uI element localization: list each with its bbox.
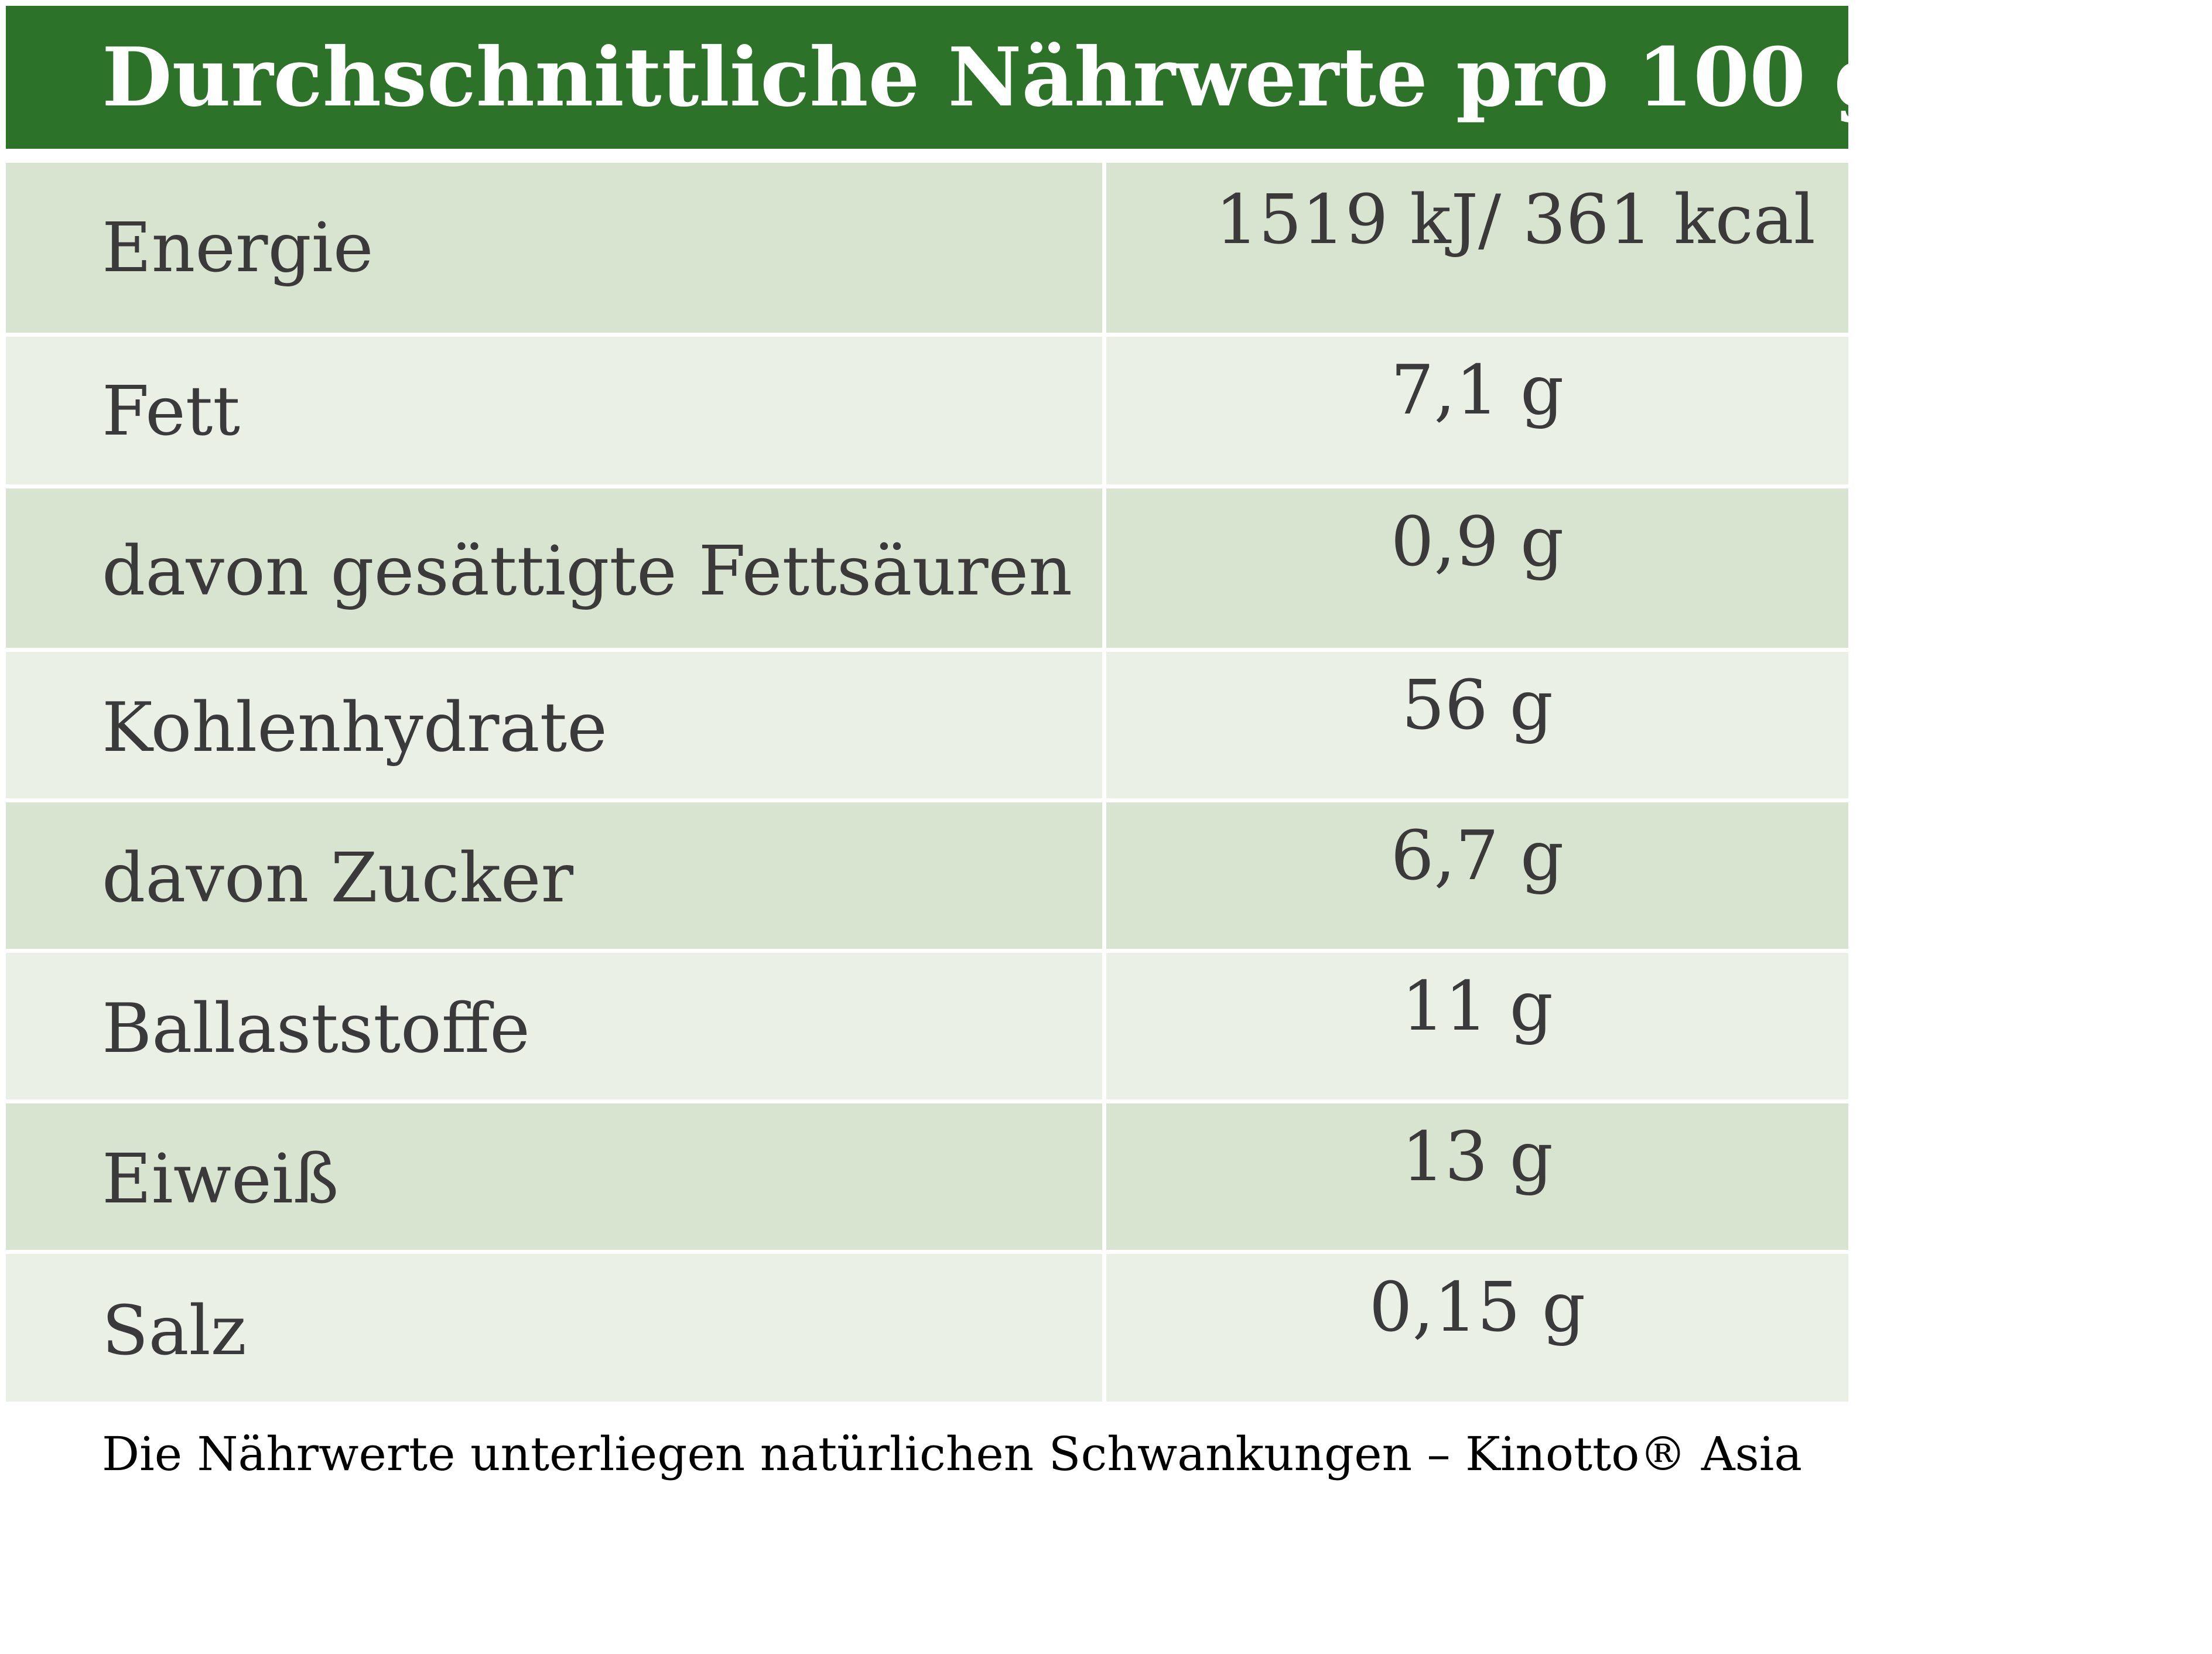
row-label: davon Zucker bbox=[6, 802, 1102, 949]
footnote: Die Nährwerte unterliegen natürlichen Sc… bbox=[102, 1427, 1803, 1481]
row-label: davon gesättigte Fettsäuren bbox=[6, 488, 1102, 648]
nutrition-table: Durchschnittliche Nährwerte pro 100 g En… bbox=[6, 6, 1890, 1406]
table-row-salz: Salz 0,15 g bbox=[6, 1254, 1848, 1402]
row-value: 6,7 g bbox=[1106, 802, 1848, 949]
table-row-ballaststoffe: Ballaststoffe 11 g bbox=[6, 953, 1848, 1099]
table-row-eiweiss: Eiweiß 13 g bbox=[6, 1103, 1848, 1250]
table-row-gesaettigte-fettsaeuren: davon gesättigte Fettsäuren 0,9 g bbox=[6, 488, 1848, 648]
table-row-fett: Fett 7,1 g bbox=[6, 337, 1848, 484]
table-title: Durchschnittliche Nährwerte pro 100 g bbox=[102, 29, 1890, 125]
row-label: Ballaststoffe bbox=[6, 953, 1102, 1099]
row-label: Fett bbox=[6, 337, 1102, 484]
table-row-energie: Energie 1519 kJ/ 361 kcal bbox=[6, 163, 1848, 333]
row-value: 7,1 g bbox=[1106, 337, 1848, 484]
table-row-kohlenhydrate: Kohlenhydrate 56 g bbox=[6, 652, 1848, 798]
row-label: Energie bbox=[6, 163, 1102, 333]
table-row-zucker: davon Zucker 6,7 g bbox=[6, 802, 1848, 949]
row-label: Eiweiß bbox=[6, 1103, 1102, 1250]
row-value: 56 g bbox=[1106, 652, 1848, 798]
row-value: 0,15 g bbox=[1106, 1254, 1848, 1402]
table-header: Durchschnittliche Nährwerte pro 100 g bbox=[6, 6, 1890, 149]
row-label: Salz bbox=[6, 1254, 1102, 1402]
row-value: 1519 kJ/ 361 kcal bbox=[1106, 163, 1848, 333]
row-value: 11 g bbox=[1106, 953, 1848, 1099]
row-value: 13 g bbox=[1106, 1103, 1848, 1250]
table-body: Energie 1519 kJ/ 361 kcal Fett 7,1 g dav… bbox=[6, 163, 1848, 1402]
row-label: Kohlenhydrate bbox=[6, 652, 1102, 798]
row-value: 0,9 g bbox=[1106, 488, 1848, 648]
